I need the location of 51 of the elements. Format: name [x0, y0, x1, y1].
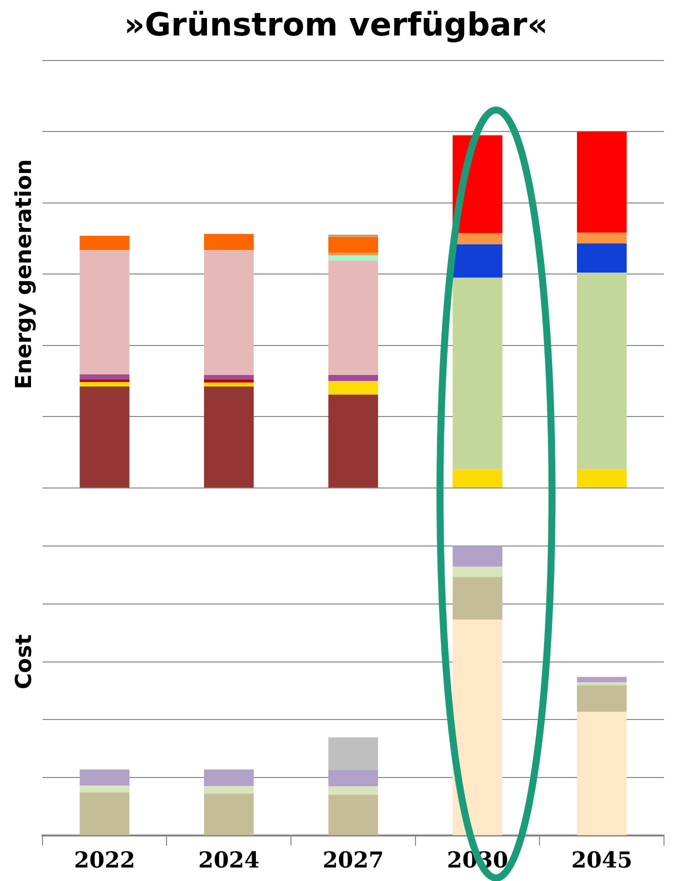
y-axis-title: Energy generation — [12, 159, 37, 390]
bar — [328, 770, 378, 786]
bar — [452, 278, 502, 470]
bar — [80, 382, 130, 386]
bar — [452, 244, 502, 278]
y-axis-title: Cost — [12, 634, 37, 690]
bar — [452, 546, 502, 567]
bar — [80, 250, 130, 374]
bar — [576, 469, 627, 488]
bar — [204, 770, 254, 786]
bar — [328, 381, 378, 395]
bar — [452, 469, 502, 488]
bar — [204, 234, 254, 250]
bar — [328, 375, 378, 382]
x-tick-label: 2045 — [571, 848, 632, 874]
bar — [328, 260, 378, 376]
bar — [204, 379, 254, 383]
bar — [452, 620, 502, 836]
bar — [576, 685, 627, 712]
bar — [204, 375, 254, 380]
bar — [576, 676, 627, 682]
bar — [204, 382, 254, 386]
bar — [576, 682, 627, 686]
bar — [576, 244, 627, 273]
bar — [328, 737, 378, 770]
bar — [204, 250, 254, 376]
x-tick-label: 2024 — [198, 848, 260, 874]
x-tick-label: 2027 — [322, 848, 384, 874]
bar — [452, 576, 502, 620]
bar — [204, 786, 254, 794]
bar — [80, 792, 130, 836]
bar — [576, 132, 627, 233]
bar — [328, 794, 378, 836]
bar — [328, 394, 378, 488]
bar — [576, 712, 627, 836]
bar — [452, 566, 502, 577]
bar — [80, 374, 130, 380]
bar — [328, 255, 378, 261]
bar — [80, 236, 130, 250]
bar — [328, 252, 378, 256]
bar — [80, 785, 130, 792]
bar — [576, 272, 627, 470]
bar — [204, 386, 254, 488]
x-tick-label: 2022 — [74, 848, 136, 874]
chart-title: »Grünstrom verfügbar« — [124, 6, 548, 44]
bar — [576, 232, 627, 244]
bar — [204, 794, 254, 836]
bar — [80, 386, 130, 488]
bar — [328, 236, 378, 253]
bar — [80, 770, 130, 786]
bar — [328, 786, 378, 795]
